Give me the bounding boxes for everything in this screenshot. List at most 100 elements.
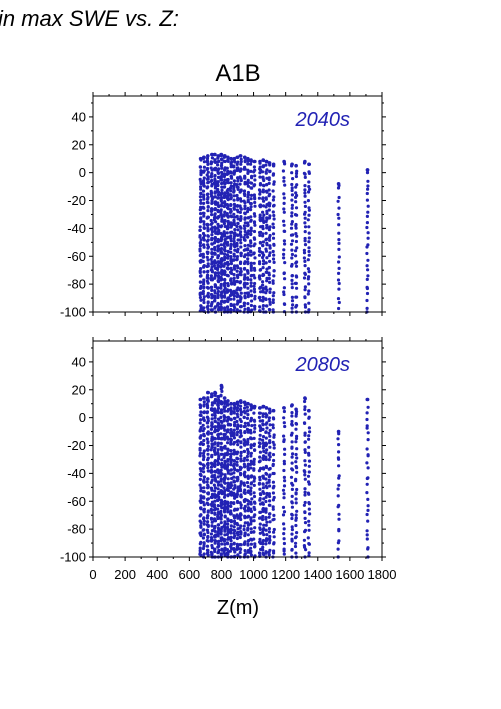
data-point [294,261,298,265]
data-point [337,255,341,259]
data-point [258,305,262,309]
data-point [249,507,253,511]
data-point [226,169,230,173]
data-point [198,403,202,407]
x-tick-label: 400 [146,567,168,582]
data-point [253,281,257,286]
data-point [225,231,229,235]
data-point [265,168,269,172]
data-point [229,255,233,259]
data-point [261,295,265,299]
data-point [202,243,206,247]
y-tick-label: -60 [67,494,86,509]
data-point [222,396,227,400]
data-point [228,437,233,441]
data-point [239,254,243,258]
data-point [238,417,242,421]
data-point [213,511,217,516]
data-point [238,487,242,491]
data-point [245,427,249,431]
data-point [199,291,203,295]
data-point [212,505,216,509]
data-point [220,188,224,192]
data-point [210,213,214,217]
data-point [258,492,262,496]
data-point [199,494,203,498]
data-point [213,416,217,420]
data-point [220,268,224,273]
x-tick-label: 600 [178,567,200,582]
data-point [272,549,276,553]
data-point [261,474,265,478]
data-point [307,507,311,511]
data-point [236,166,240,170]
data-point [217,159,221,163]
data-point [365,306,369,310]
data-point [253,276,257,280]
data-point [202,176,206,180]
data-point [235,155,240,160]
data-point [271,440,275,444]
data-point [262,199,266,203]
data-point [206,530,210,535]
data-point [246,184,250,188]
data-point [249,193,254,197]
data-point [213,460,217,464]
data-point [336,278,341,282]
data-point [258,230,262,235]
data-point [337,306,341,311]
data-point [267,407,272,412]
data-point [198,477,202,481]
data-point [246,162,250,166]
data-point [210,233,214,237]
data-point [259,290,263,294]
data-point [238,299,242,304]
data-point [265,279,269,283]
data-point [236,489,240,493]
data-point [290,422,294,426]
data-point [205,294,209,298]
data-point [202,432,206,436]
data-point [246,260,250,264]
data-point [365,482,369,486]
data-point [336,186,341,190]
data-point [249,481,254,485]
data-point [201,255,205,259]
data-point [365,264,369,268]
data-point [225,522,230,526]
data-point [267,208,271,212]
data-point [232,479,236,483]
data-point [226,254,230,258]
data-point [229,257,233,261]
data-point [206,425,210,429]
data-point [249,466,253,470]
data-point [261,196,265,200]
data-point [242,224,246,228]
data-point [290,528,294,532]
data-point [282,239,286,243]
data-point [252,220,257,224]
data-point [249,226,253,230]
data-point [229,156,233,161]
data-point [365,397,370,402]
data-point [242,400,247,405]
data-point [302,248,306,252]
data-point [337,266,341,270]
data-point [246,156,250,161]
data-point [282,416,286,420]
x-tick-label: 800 [211,567,233,582]
data-point [206,524,210,529]
data-point [201,463,205,467]
data-point [268,439,272,443]
data-point [246,437,250,442]
data-point [243,552,247,556]
data-point [243,226,247,231]
data-point [268,499,272,503]
data-point [225,290,229,294]
data-point [306,218,310,222]
data-point [243,430,247,434]
data-point [242,524,246,528]
data-point [219,509,223,513]
data-point [205,222,209,226]
data-point [258,268,262,272]
